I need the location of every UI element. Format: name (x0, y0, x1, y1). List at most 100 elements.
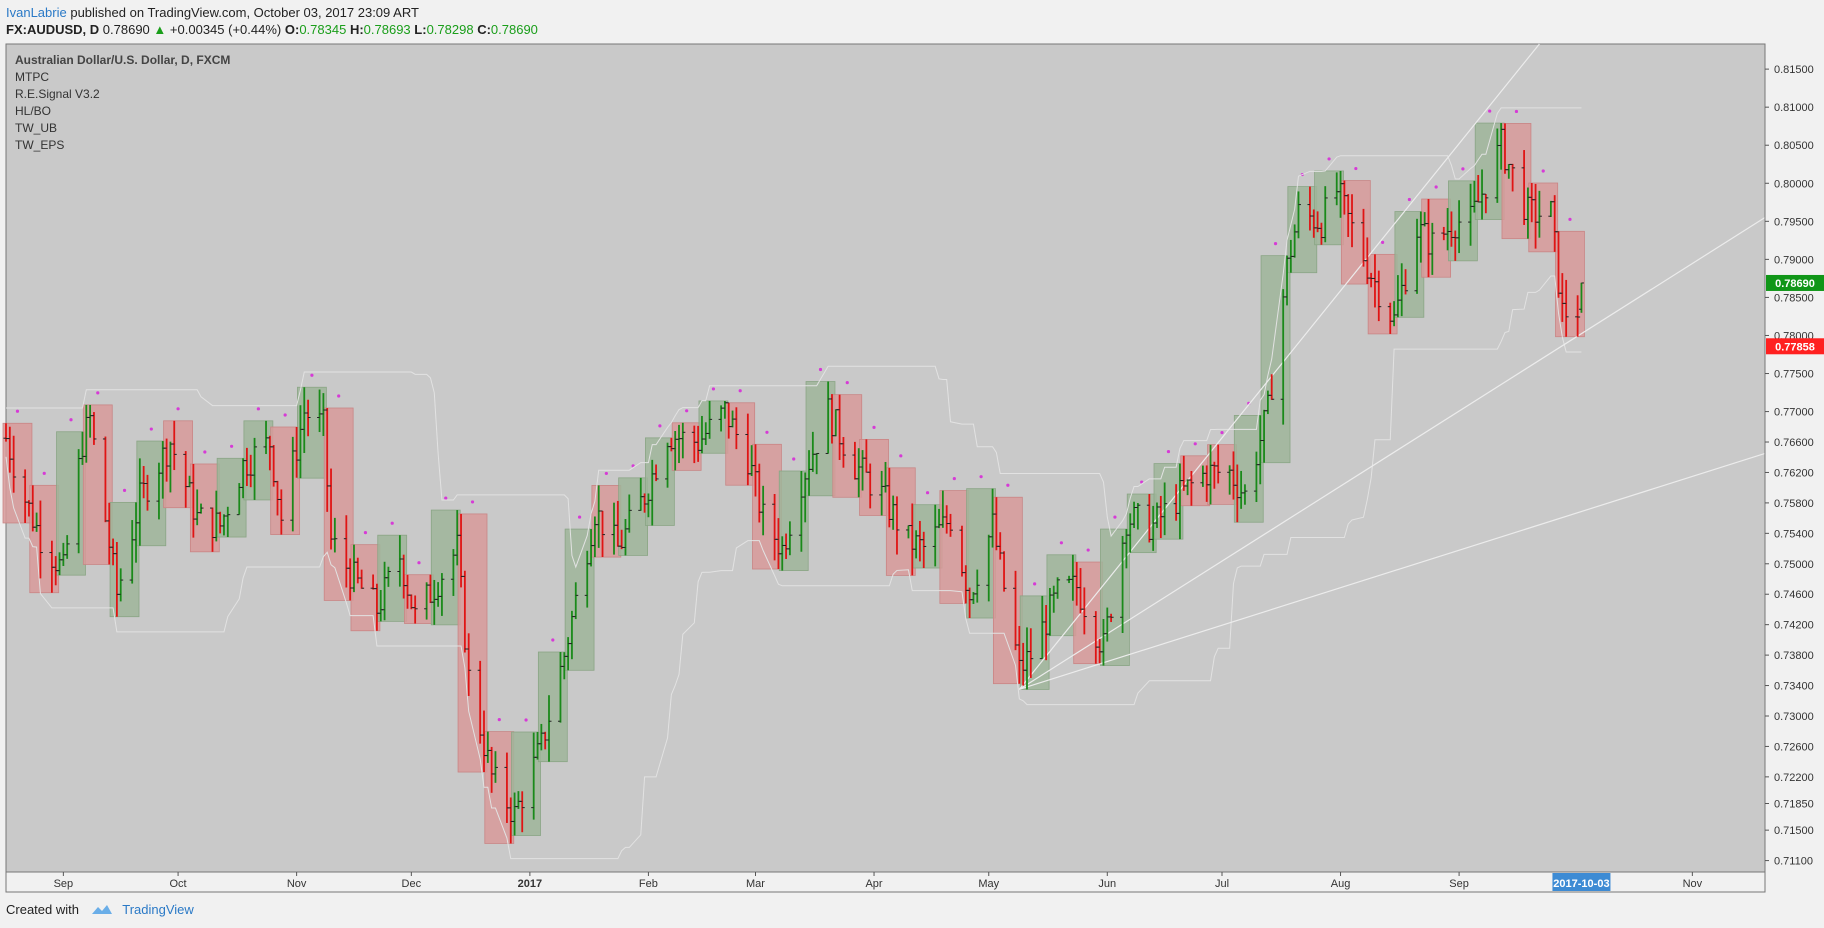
pivot-dot-marker (551, 638, 555, 642)
weekly-down-box (939, 490, 970, 604)
weekly-up-box (564, 528, 595, 671)
pivot-dot-marker (658, 424, 662, 428)
weekly-up-box (511, 731, 541, 836)
x-tick-label: Nov (1683, 878, 1703, 890)
symbol-label: FX:AUDUSD, D (6, 22, 100, 37)
pivot-dot-marker (176, 407, 180, 411)
pivot-dot-marker (792, 457, 796, 461)
weekly-down-box (859, 438, 889, 516)
pivot-dot-marker (1327, 157, 1331, 161)
weekly-up-box (1474, 122, 1505, 220)
pivot-dot-marker (845, 381, 849, 385)
pivot-dot-marker (1434, 185, 1438, 189)
pivot-dot-marker (417, 561, 421, 565)
pivot-dot-marker (310, 373, 314, 377)
pivot-dot-marker (1541, 169, 1545, 173)
symbol-ohlc-line: FX:AUDUSD, D 0.78690 ▲ +0.00345 (+0.44%)… (6, 21, 538, 39)
pivot-dot-marker (577, 515, 582, 519)
weekly-down-box (270, 426, 301, 535)
pivot-dot-marker (444, 496, 448, 500)
x-tick-label: Mar (746, 878, 765, 890)
mid-trendline (1019, 217, 1766, 690)
pivot-dot-marker (1220, 431, 1224, 435)
weekly-up-box (778, 470, 809, 571)
pivot-dot-marker (69, 418, 73, 422)
y-tick-label: 0.74200 (1774, 620, 1814, 632)
weekly-down-box (163, 420, 193, 509)
y-tick-label: 0.71500 (1774, 825, 1814, 837)
y-axis-ticks: 0.81500 0.81000 0.80500 0.80000 0.79500 0.790… (1765, 64, 1824, 868)
x-tick-label: Sep (54, 878, 74, 890)
y-tick-label: 0.79500 (1774, 216, 1814, 228)
x-tick-label: Feb (639, 878, 658, 890)
author-link[interactable]: IvanLabrie (6, 5, 67, 20)
pivot-dot-marker (203, 450, 207, 454)
candles-group (3, 123, 1584, 844)
weekly-up-box (109, 501, 140, 618)
x-tick-label: Apr (865, 878, 882, 890)
y-tick-label: 0.73400 (1774, 681, 1814, 693)
weekly-down-box (752, 443, 782, 570)
pivot-dot-marker (42, 471, 46, 475)
y-tick-label: 0.75000 (1774, 559, 1814, 571)
triangle-up-icon: ▲ (153, 22, 167, 37)
pivot-dot-marker (604, 471, 608, 476)
low-value: 0.78298 (426, 22, 474, 37)
legend-indicator-mtpc[interactable]: MTPC (15, 70, 49, 84)
weekly-up-box (698, 400, 729, 454)
x-tick-label: Sep (1449, 878, 1469, 890)
time-axis[interactable] (5, 871, 1766, 893)
pivot-dot-marker (1113, 515, 1117, 519)
pivot-dot-marker (497, 717, 501, 722)
x-tick-label: Aug (1331, 878, 1351, 890)
weekly-up-box (912, 504, 943, 569)
legend-indicator-tw-ub[interactable]: TW_UB (15, 121, 57, 135)
weekly-down-box (484, 731, 515, 844)
high-label: H: (349, 22, 364, 37)
last-price-text: 0.78690 (102, 22, 150, 37)
weekly-down-box (1180, 455, 1211, 507)
close-value: 0.78690 (490, 22, 538, 37)
legend-indicator-re-signal[interactable]: R.E.Signal V3.2 (15, 87, 100, 101)
close-label: C: (477, 22, 491, 37)
pivot-dot-marker (685, 409, 689, 413)
weekly-down-box (725, 402, 756, 486)
tradingview-link[interactable]: TradingView (122, 902, 194, 917)
pivot-dot-marker (1514, 109, 1519, 114)
pivot-dot-marker (122, 488, 127, 492)
weekly-down-box (350, 544, 381, 632)
pivot-dot-marker (96, 391, 100, 395)
steep-trendline (1018, 43, 1540, 690)
weekly-down-box (671, 422, 702, 471)
pivot-dot-marker (1407, 197, 1411, 202)
price-chart[interactable]: 0.81500 0.81000 0.80500 0.80000 0.79500 0.790… (0, 0, 1824, 900)
upper-channel-line (6, 107, 1582, 569)
y-tick-label: 0.73000 (1774, 711, 1814, 723)
weekly-down-box (1555, 230, 1585, 338)
tradingview-logo-icon[interactable] (91, 903, 113, 915)
x-tick-label: 2017 (518, 878, 542, 890)
y-tick-label: 0.76600 (1774, 437, 1814, 449)
open-value: 0.78345 (299, 22, 347, 37)
legend-indicator-hl-bo[interactable]: HL/BO (15, 104, 51, 118)
pivot-dot-marker (1354, 166, 1358, 171)
weekly-down-box (885, 467, 916, 576)
x-tick-label: Oct (170, 878, 187, 890)
published-text: published on TradingView.com, October 03… (70, 5, 419, 20)
pivot-dot-marker (1488, 109, 1492, 113)
marker-price-badge (1766, 338, 1824, 355)
pivot-dot-marker (818, 367, 823, 372)
y-tick-label: 0.75800 (1774, 498, 1814, 510)
marker-price-badge-text: 0.77858 (1775, 341, 1815, 353)
price-axis[interactable] (1765, 44, 1824, 892)
weekly-up-box (1394, 211, 1425, 318)
y-tick-label: 0.77000 (1774, 407, 1814, 419)
weekly-up-box (805, 381, 836, 497)
legend-indicator-tw-eps[interactable]: TW_EPS (15, 138, 64, 152)
weekly-up-box (1287, 186, 1318, 274)
pivot-dot-marker (872, 425, 876, 429)
pivot-dot-marker (1166, 449, 1171, 454)
weekly-down-box (404, 574, 434, 624)
low-label: L: (414, 22, 427, 37)
pivot-dot-marker (952, 476, 956, 481)
